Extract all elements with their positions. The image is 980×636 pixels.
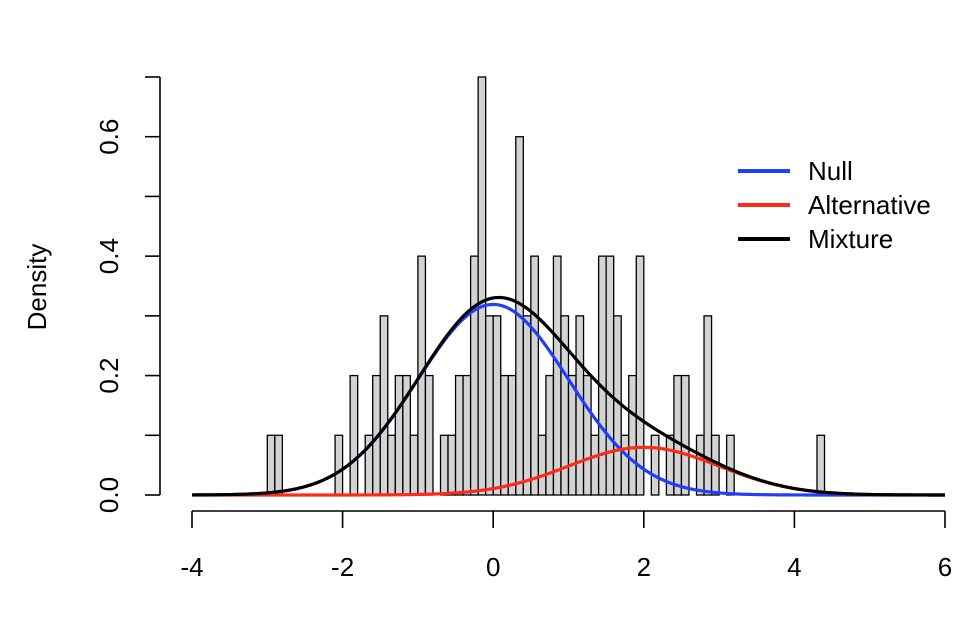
histogram-bar [567, 374, 577, 496]
histogram-bar [485, 315, 494, 496]
histogram-bar [349, 374, 359, 496]
histogram-bar [274, 434, 284, 496]
x-tick-label: 4 [787, 552, 801, 582]
y-axis-title: Density [22, 244, 52, 331]
x-tick-label: 0 [486, 552, 500, 582]
histogram-bar [447, 434, 457, 496]
histogram-bar [454, 374, 464, 496]
histogram-bar [379, 315, 389, 496]
histogram-bar [673, 374, 683, 496]
x-axis: -4 -2 0 2 4 6 [180, 510, 952, 582]
histogram-bar [492, 315, 502, 496]
histogram-bar [575, 315, 585, 496]
legend-label: Null [808, 156, 853, 186]
histogram-bar [469, 255, 479, 496]
histogram-bar [394, 374, 404, 496]
legend: Null Alternative Mixture [738, 156, 931, 254]
histogram-bar [409, 434, 419, 496]
y-tick-label: 0.6 [94, 119, 124, 155]
histogram-bar [387, 434, 396, 496]
histogram-bar [816, 434, 826, 496]
x-tick-label: 2 [637, 552, 651, 582]
histogram-bar [725, 434, 735, 496]
histogram [266, 76, 826, 496]
histogram-bar [266, 434, 276, 496]
x-tick-label: -2 [331, 552, 354, 582]
histogram-bar [507, 374, 517, 496]
legend-label: Mixture [808, 224, 893, 254]
histogram-bar [628, 374, 637, 496]
y-tick-label: 0.2 [94, 357, 124, 393]
histogram-bar [665, 434, 675, 496]
y-tick-label: 0.0 [94, 477, 124, 513]
y-axis: 0.0 0.2 0.4 0.6 [94, 76, 161, 513]
histogram-bar [552, 255, 562, 496]
y-tick-label: 0.4 [94, 238, 124, 274]
density-curve-mixture [191, 295, 945, 497]
histogram-bar [545, 374, 555, 496]
histogram-bar [703, 315, 713, 496]
legend-item-alternative: Alternative [738, 190, 931, 220]
histogram-bar [650, 434, 660, 496]
histogram-bar [605, 255, 615, 496]
histogram-bar [477, 76, 487, 496]
histogram-bar [537, 434, 547, 496]
histogram-bar [424, 374, 434, 496]
histogram-bar [462, 374, 472, 496]
histogram-bar [695, 434, 705, 496]
legend-label: Alternative [808, 190, 931, 220]
histogram-bar [635, 255, 645, 496]
histogram-bar [500, 374, 509, 496]
histogram-bar [582, 374, 592, 496]
x-tick-label: -4 [180, 552, 203, 582]
legend-item-mixture: Mixture [738, 224, 893, 254]
histogram-bar [590, 434, 600, 496]
density-curves [191, 295, 945, 497]
histogram-bar [522, 315, 532, 496]
histogram-bar [620, 434, 630, 496]
histogram-bar [530, 255, 540, 496]
histogram-bar [680, 374, 690, 496]
legend-item-null: Null [738, 156, 853, 186]
histogram-bar [597, 255, 607, 496]
x-tick-label: 6 [938, 552, 952, 582]
histogram-bar [334, 434, 344, 496]
histogram-bar [439, 434, 449, 496]
